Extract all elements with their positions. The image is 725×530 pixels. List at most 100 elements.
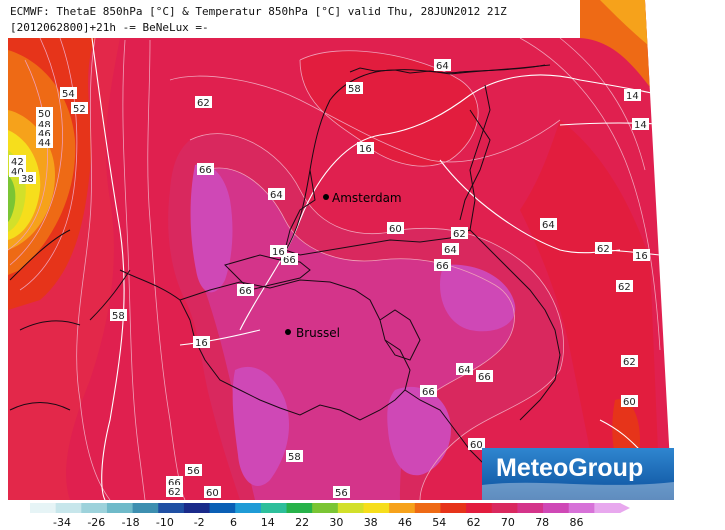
legend-swatch bbox=[235, 503, 262, 513]
svg-text:66: 66 bbox=[168, 478, 181, 489]
borders bbox=[9, 64, 561, 500]
temp-label: 16 bbox=[270, 245, 287, 258]
svg-text:64: 64 bbox=[542, 220, 555, 231]
svg-text:16: 16 bbox=[635, 251, 648, 262]
svg-text:66: 66 bbox=[283, 255, 296, 266]
svg-text:64: 64 bbox=[436, 61, 449, 72]
contour-label: 58 bbox=[110, 309, 127, 322]
svg-text:16: 16 bbox=[272, 247, 285, 258]
legend-swatch bbox=[517, 503, 544, 513]
temp-label: 16 bbox=[193, 336, 210, 349]
svg-text:62: 62 bbox=[453, 229, 466, 240]
legend-swatch bbox=[466, 503, 493, 513]
legend-ticks: -34 -26 -18 -10 -2 6 14 22 30 38 46 54 62 70 78 86 bbox=[53, 516, 583, 529]
legend-tick-label: 22 bbox=[295, 516, 309, 529]
contour-label: 66 bbox=[476, 370, 493, 383]
legend-swatch bbox=[260, 503, 288, 513]
city-amsterdam: Amsterdam bbox=[323, 191, 402, 205]
contour-label: 44 bbox=[36, 136, 53, 149]
legend-tick-label: -10 bbox=[156, 516, 174, 529]
legend-swatch bbox=[30, 503, 57, 513]
legend-swatch bbox=[183, 503, 211, 513]
svg-text:42: 42 bbox=[11, 157, 24, 168]
meteogroup-logo: MeteoGroup bbox=[482, 448, 674, 500]
contour-label: 50 bbox=[36, 107, 53, 120]
svg-text:64: 64 bbox=[270, 190, 283, 201]
legend-swatch bbox=[55, 503, 82, 513]
svg-text:62: 62 bbox=[618, 282, 631, 293]
svg-text:58: 58 bbox=[348, 84, 361, 95]
legend-tick-label: 30 bbox=[329, 516, 343, 529]
svg-text:16: 16 bbox=[195, 338, 208, 349]
svg-text:14: 14 bbox=[626, 91, 639, 102]
contour-label: 66 bbox=[197, 163, 214, 176]
legend-tick-label: 6 bbox=[230, 516, 237, 529]
map-title: ECMWF: ThetaE 850hPa [°C] & Temperatur 8… bbox=[10, 5, 507, 18]
legend-swatch bbox=[568, 503, 595, 513]
city-brussel: Brussel bbox=[285, 326, 340, 340]
svg-text:Brussel: Brussel bbox=[296, 326, 340, 340]
contour-label: 66 bbox=[434, 259, 451, 272]
legend-swatch bbox=[491, 503, 518, 513]
legend-tick-label: 62 bbox=[467, 516, 481, 529]
legend-tick-label: -34 bbox=[53, 516, 71, 529]
contour-label: 62 bbox=[595, 242, 612, 255]
contour-label: 62 bbox=[166, 485, 183, 498]
legend-swatch bbox=[363, 503, 390, 513]
svg-text:64: 64 bbox=[444, 245, 457, 256]
svg-text:66: 66 bbox=[199, 165, 212, 176]
contour-label: 54 bbox=[60, 87, 77, 100]
legend-swatch bbox=[389, 503, 416, 513]
thetae-contours bbox=[8, 37, 661, 500]
svg-text:44: 44 bbox=[38, 138, 51, 149]
contour-label: 66 bbox=[237, 284, 254, 297]
svg-text:14: 14 bbox=[634, 120, 647, 131]
legend-swatch bbox=[81, 503, 108, 513]
temp-label: 16 bbox=[633, 249, 650, 262]
svg-text:52: 52 bbox=[73, 104, 86, 115]
legend-tick-label: -18 bbox=[122, 516, 140, 529]
svg-text:50: 50 bbox=[38, 109, 51, 120]
legend-swatch bbox=[337, 503, 364, 513]
legend-tick-label: 46 bbox=[398, 516, 412, 529]
legend-tick-label: 78 bbox=[535, 516, 549, 529]
legend-swatch bbox=[594, 503, 621, 513]
svg-text:46: 46 bbox=[38, 129, 51, 140]
contour-label: 42 bbox=[9, 155, 26, 168]
legend-tick-label: 38 bbox=[364, 516, 378, 529]
contour-label: 60 bbox=[204, 486, 221, 499]
contour-label: 52 bbox=[71, 102, 88, 115]
svg-text:64: 64 bbox=[458, 365, 471, 376]
temp-label: 14 bbox=[624, 89, 641, 102]
legend-swatch bbox=[132, 503, 159, 513]
legend-tick-label: 70 bbox=[501, 516, 515, 529]
legend-swatch bbox=[312, 503, 339, 513]
contour-label: 64 bbox=[268, 188, 285, 201]
legend-swatch bbox=[440, 503, 467, 513]
svg-text:62: 62 bbox=[597, 244, 610, 255]
contour-label: 62 bbox=[451, 227, 468, 240]
contour-label: 58 bbox=[346, 82, 363, 95]
legend-swatch bbox=[286, 503, 313, 513]
svg-text:62: 62 bbox=[197, 98, 210, 109]
contour-label: 66 bbox=[420, 385, 437, 398]
legend-tick-label: -2 bbox=[194, 516, 205, 529]
contour-label: 64 bbox=[442, 243, 459, 256]
svg-text:40: 40 bbox=[11, 167, 24, 178]
svg-text:66: 66 bbox=[436, 261, 449, 272]
legend-tick-label: 54 bbox=[432, 516, 446, 529]
contour-label: 62 bbox=[621, 355, 638, 368]
svg-text:38: 38 bbox=[21, 174, 34, 185]
contour-label: 62 bbox=[195, 96, 212, 109]
svg-text:56: 56 bbox=[335, 488, 348, 499]
temp-label: 14 bbox=[632, 118, 649, 131]
temp-label: 16 bbox=[357, 142, 374, 155]
contour-label: 60 bbox=[621, 395, 638, 408]
legend-tick-label: -26 bbox=[87, 516, 105, 529]
contour-label: 38 bbox=[19, 172, 36, 185]
svg-text:54: 54 bbox=[62, 89, 75, 100]
svg-text:60: 60 bbox=[470, 440, 483, 451]
thetae-labels: 54 52 50 48 46 44 42 40 38 62 58 64 66 6… bbox=[9, 59, 638, 499]
legend-swatch bbox=[543, 503, 570, 513]
